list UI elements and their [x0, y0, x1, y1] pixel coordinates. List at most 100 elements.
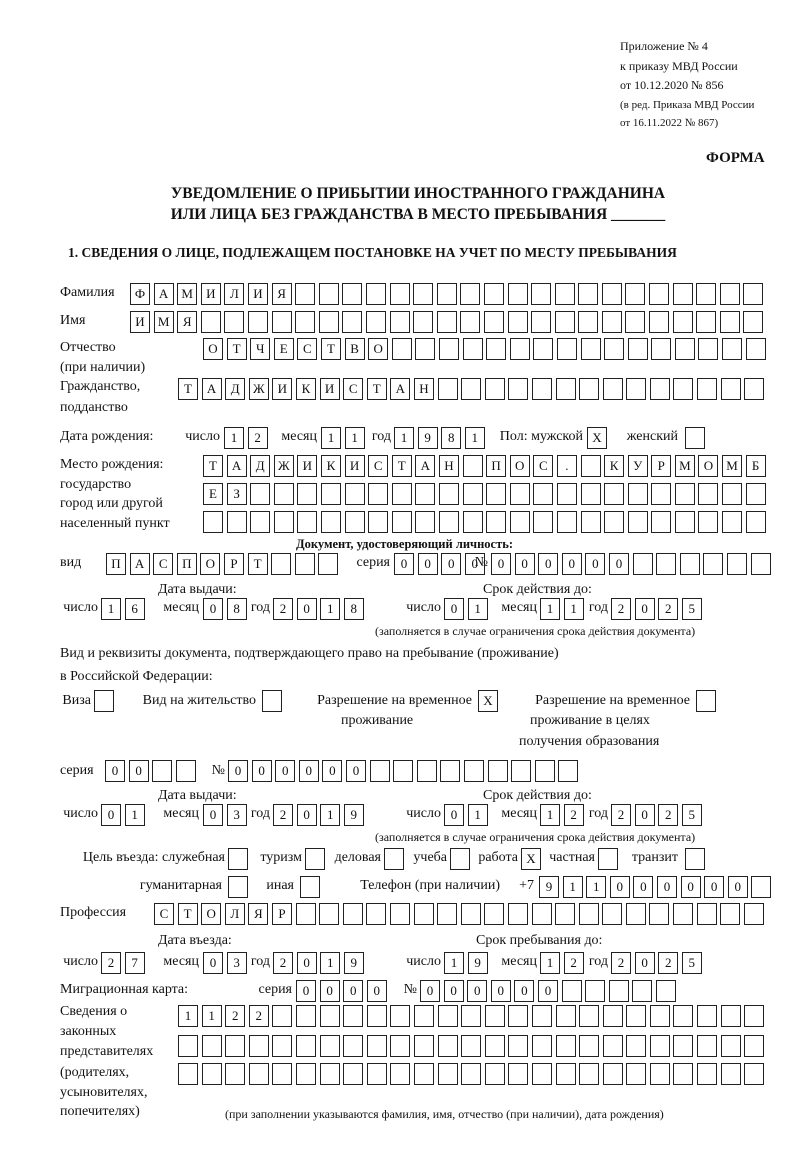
- char-cell[interactable]: [390, 1063, 411, 1085]
- char-cell[interactable]: Р: [223, 553, 244, 575]
- char-cell[interactable]: [626, 1035, 647, 1057]
- char-cell[interactable]: [462, 483, 483, 505]
- char-cell[interactable]: 0: [680, 876, 701, 898]
- char-cell[interactable]: .: [556, 455, 577, 477]
- char-cell[interactable]: О: [368, 338, 389, 360]
- char-cell[interactable]: К: [320, 455, 341, 477]
- char-cell[interactable]: [555, 1035, 576, 1057]
- char-cell[interactable]: [484, 1063, 505, 1085]
- char-cell[interactable]: [248, 1063, 269, 1085]
- char-cell[interactable]: [507, 311, 528, 333]
- char-cell[interactable]: 1: [586, 876, 607, 898]
- checkbox-cell[interactable]: [228, 848, 248, 870]
- char-cell[interactable]: 0: [345, 760, 366, 782]
- char-cell[interactable]: [750, 553, 771, 575]
- char-cell[interactable]: [531, 1005, 552, 1027]
- char-cell[interactable]: 2: [658, 804, 679, 826]
- char-cell[interactable]: 0: [491, 553, 511, 575]
- char-cell[interactable]: [272, 1035, 293, 1057]
- char-cell[interactable]: [534, 760, 555, 782]
- char-cell[interactable]: [602, 378, 623, 400]
- char-cell[interactable]: [319, 1005, 340, 1027]
- char-cell[interactable]: 9: [343, 804, 364, 826]
- char-cell[interactable]: И: [200, 283, 221, 305]
- char-cell[interactable]: [651, 338, 672, 360]
- char-cell[interactable]: [533, 483, 554, 505]
- char-cell[interactable]: [343, 1035, 364, 1057]
- char-cell[interactable]: [294, 553, 315, 575]
- char-cell[interactable]: [580, 338, 601, 360]
- char-cell[interactable]: [226, 511, 247, 533]
- char-cell[interactable]: [461, 378, 482, 400]
- char-cell[interactable]: [626, 1005, 647, 1027]
- char-cell[interactable]: [436, 311, 457, 333]
- char-cell[interactable]: [531, 1063, 552, 1085]
- char-cell[interactable]: [320, 483, 341, 505]
- char-cell[interactable]: 1: [178, 1005, 198, 1027]
- char-cell[interactable]: [743, 903, 764, 925]
- char-cell[interactable]: 1: [467, 804, 488, 826]
- char-cell[interactable]: 0: [275, 760, 296, 782]
- char-cell[interactable]: [366, 1005, 387, 1027]
- char-cell[interactable]: Ж: [248, 378, 269, 400]
- char-cell[interactable]: [696, 903, 717, 925]
- char-cell[interactable]: И: [272, 378, 293, 400]
- char-cell[interactable]: [556, 511, 577, 533]
- char-cell[interactable]: [461, 1035, 482, 1057]
- char-cell[interactable]: [273, 483, 294, 505]
- char-cell[interactable]: [272, 1005, 293, 1027]
- char-cell[interactable]: 0: [633, 876, 654, 898]
- char-cell[interactable]: [673, 1035, 694, 1057]
- char-cell[interactable]: [602, 1035, 623, 1057]
- char-cell[interactable]: [437, 1035, 458, 1057]
- char-cell[interactable]: [579, 1035, 600, 1057]
- char-cell[interactable]: 1: [563, 598, 584, 620]
- checkbox-cell[interactable]: X: [521, 848, 541, 870]
- char-cell[interactable]: [673, 1005, 694, 1027]
- char-cell[interactable]: [413, 1063, 434, 1085]
- char-cell[interactable]: 8: [226, 598, 247, 620]
- char-cell[interactable]: Т: [247, 553, 268, 575]
- char-cell[interactable]: [390, 1005, 411, 1027]
- char-cell[interactable]: О: [201, 903, 222, 925]
- char-cell[interactable]: [578, 311, 599, 333]
- char-cell[interactable]: Я: [271, 283, 292, 305]
- char-cell[interactable]: 6: [124, 598, 145, 620]
- char-cell[interactable]: [250, 511, 271, 533]
- checkbox-cell[interactable]: [598, 848, 618, 870]
- char-cell[interactable]: К: [295, 378, 316, 400]
- char-cell[interactable]: С: [154, 903, 174, 925]
- char-cell[interactable]: [200, 311, 221, 333]
- char-cell[interactable]: [720, 378, 741, 400]
- char-cell[interactable]: 0: [343, 980, 364, 1002]
- char-cell[interactable]: [413, 1035, 434, 1057]
- char-cell[interactable]: 0: [444, 598, 464, 620]
- char-cell[interactable]: 2: [247, 427, 268, 449]
- char-cell[interactable]: [295, 1005, 316, 1027]
- char-cell[interactable]: О: [698, 455, 719, 477]
- char-cell[interactable]: [679, 553, 700, 575]
- char-cell[interactable]: 0: [128, 760, 149, 782]
- char-cell[interactable]: [272, 1063, 293, 1085]
- char-cell[interactable]: [744, 1005, 765, 1027]
- char-cell[interactable]: 5: [681, 598, 702, 620]
- char-cell[interactable]: 1: [344, 427, 365, 449]
- char-cell[interactable]: [719, 283, 740, 305]
- char-cell[interactable]: [655, 980, 676, 1002]
- char-cell[interactable]: [250, 483, 271, 505]
- char-cell[interactable]: [698, 483, 719, 505]
- char-cell[interactable]: [486, 338, 507, 360]
- char-cell[interactable]: [651, 511, 672, 533]
- char-cell[interactable]: [722, 511, 743, 533]
- char-cell[interactable]: Л: [224, 283, 245, 305]
- char-cell[interactable]: 0: [538, 553, 559, 575]
- char-cell[interactable]: 2: [248, 1005, 269, 1027]
- char-cell[interactable]: [391, 483, 412, 505]
- char-cell[interactable]: [580, 483, 601, 505]
- char-cell[interactable]: Ф: [130, 283, 150, 305]
- char-cell[interactable]: [656, 553, 677, 575]
- char-cell[interactable]: 1: [101, 598, 121, 620]
- char-cell[interactable]: [508, 1035, 529, 1057]
- char-cell[interactable]: [674, 511, 695, 533]
- char-cell[interactable]: И: [344, 455, 365, 477]
